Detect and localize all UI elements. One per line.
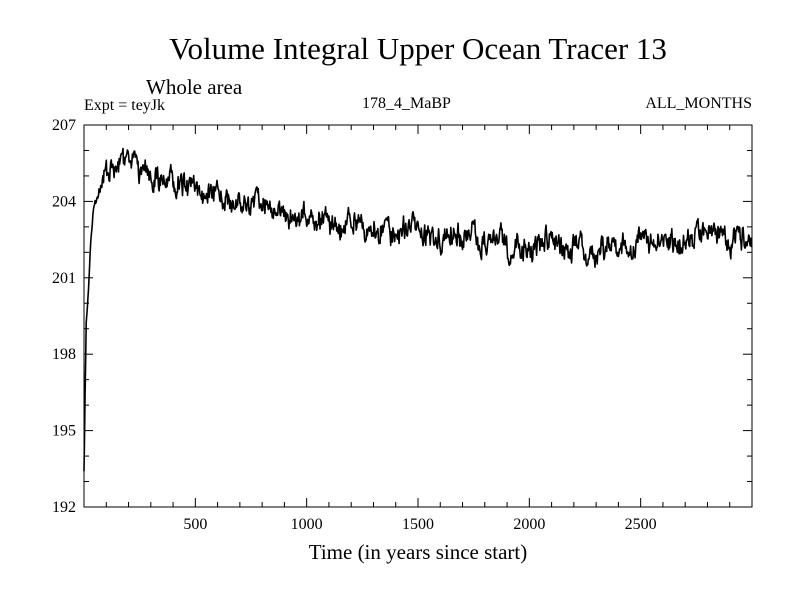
x-tick-label: 1000 — [291, 516, 323, 533]
period-label: 178_4_MaBP — [362, 95, 451, 112]
x-axis-label: Time (in years since start) — [309, 540, 528, 564]
x-axis-tick-labels: 500 1000 1500 2000 2500 — [183, 516, 656, 533]
season-label: ALL_MONTHS — [645, 95, 752, 112]
x-tick-label: 2500 — [625, 516, 657, 533]
x-tick-label: 500 — [183, 516, 207, 533]
series-line-tracer-13 — [83, 147, 753, 472]
x-tick-label: 2000 — [513, 516, 545, 533]
x-tick-label: 1500 — [402, 516, 434, 533]
y-axis-ticks — [84, 124, 752, 508]
chart-title: Volume Integral Upper Ocean Tracer 13 — [169, 31, 667, 66]
y-tick-label: 192 — [52, 499, 76, 516]
chart-subtitle: Whole area — [146, 75, 243, 99]
y-tick-label: 198 — [52, 346, 76, 363]
y-tick-label: 207 — [52, 117, 76, 134]
y-axis-tick-labels: 192 195 198 201 204 207 — [52, 117, 76, 516]
x-axis-ticks — [105, 125, 731, 507]
experiment-label: Expt = teyJk — [84, 97, 165, 114]
y-tick-label: 195 — [52, 423, 76, 440]
y-tick-label: 204 — [52, 193, 76, 210]
y-tick-label: 201 — [52, 270, 76, 287]
